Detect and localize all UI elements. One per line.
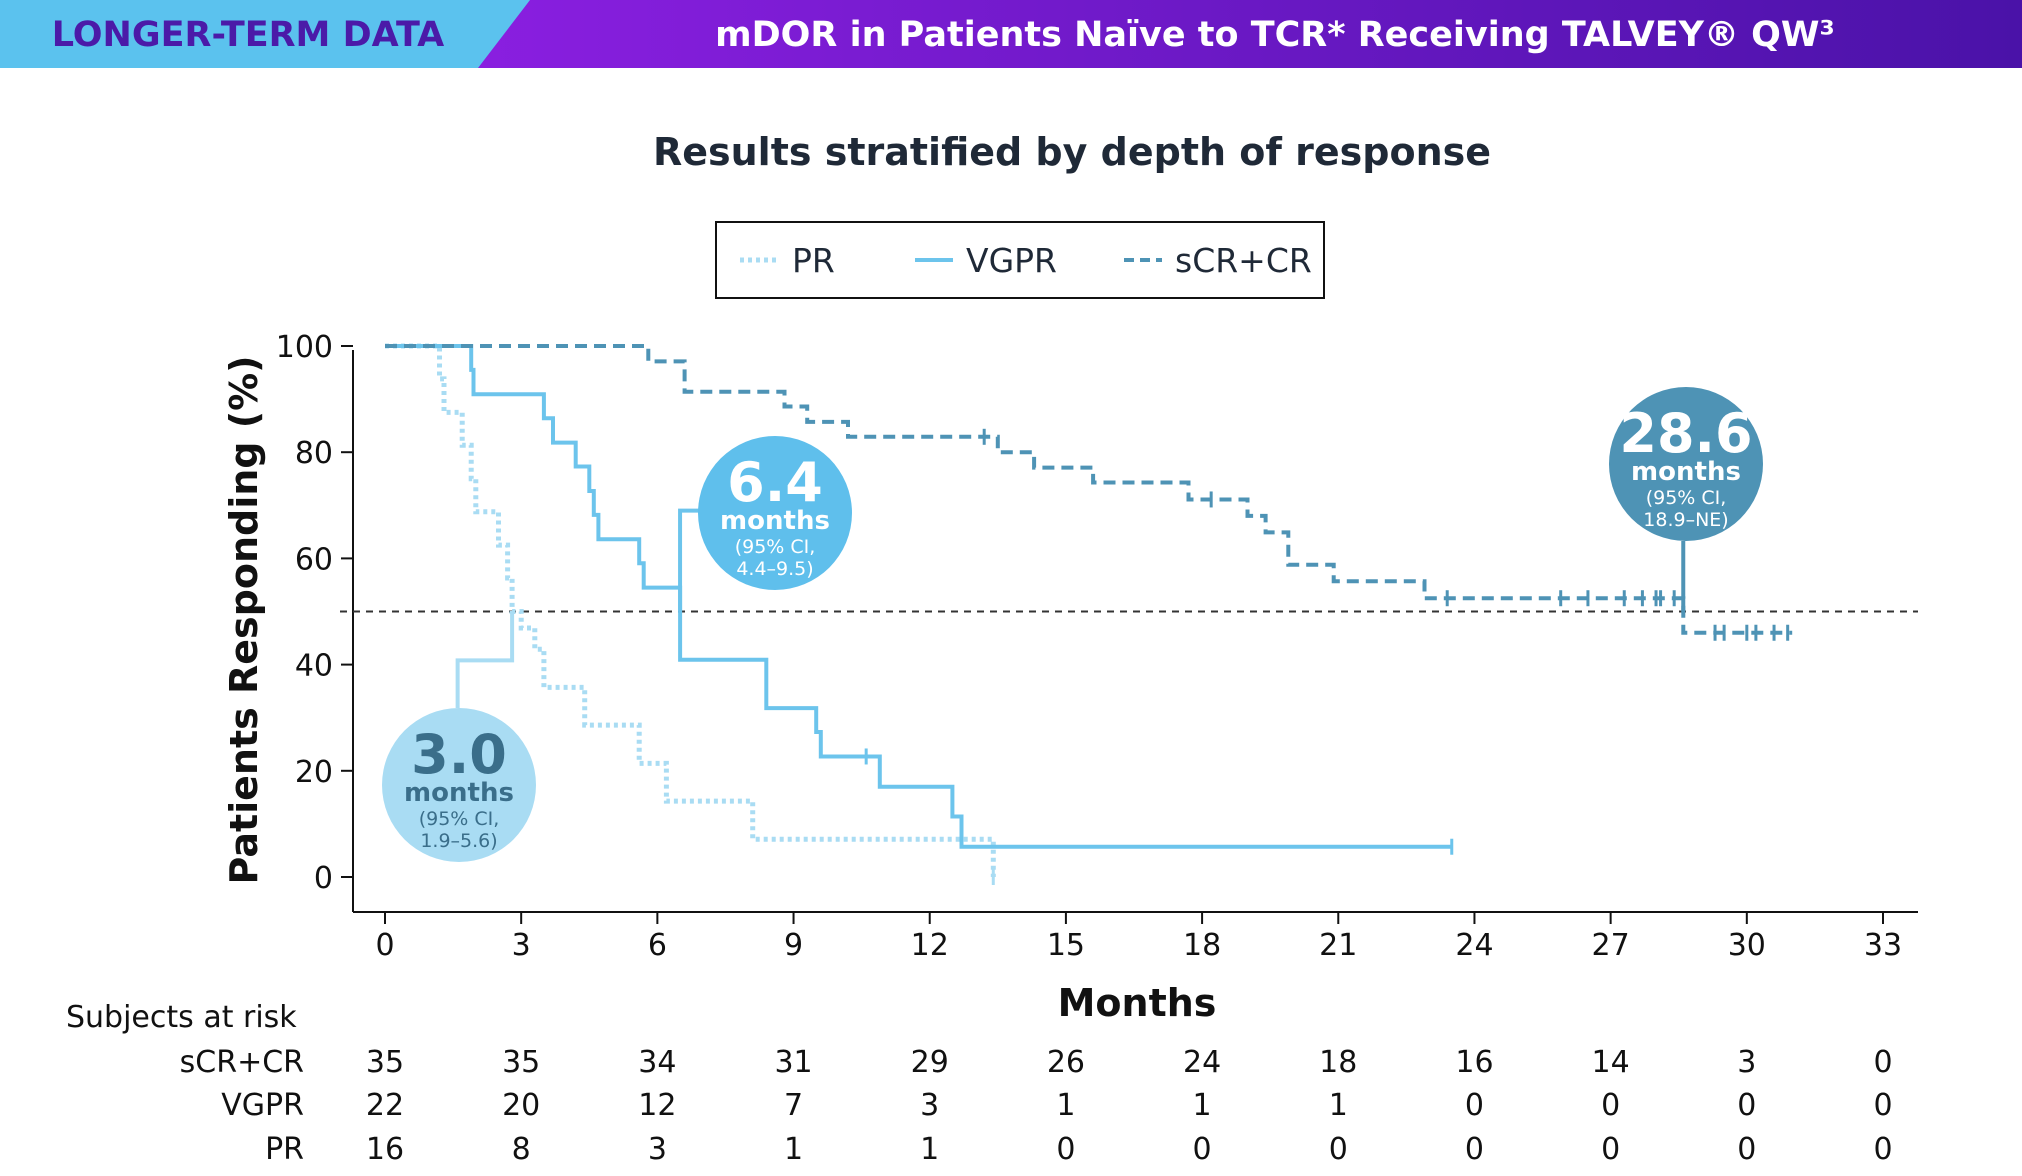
at-risk-count: 35 <box>502 1045 540 1080</box>
at-risk-count: 3 <box>920 1088 939 1123</box>
x-tick-label: 27 <box>1592 928 1630 963</box>
at-risk-count: 0 <box>1601 1088 1620 1123</box>
median-ci-line1: (95% CI, <box>419 808 500 830</box>
median-ci-line2: 4.4–9.5) <box>736 558 813 580</box>
at-risk-count: 16 <box>1455 1045 1493 1080</box>
banner-left-tab <box>0 0 530 68</box>
legend: PR VGPR sCR+CR <box>715 221 1325 299</box>
banner-left-label: LONGER-TERM DATA <box>52 15 445 55</box>
median-ci-line2: 1.9–5.6) <box>420 830 497 852</box>
curve-scr-cr <box>385 344 1793 635</box>
at-risk-row-label: VGPR <box>221 1088 304 1123</box>
x-tick-label: 21 <box>1319 928 1357 963</box>
at-risk-count: 0 <box>1329 1132 1348 1167</box>
curve-vgpr <box>385 344 1452 849</box>
y-tick-label: 100 <box>276 330 333 365</box>
banner-title: mDOR in Patients Naïve to TCR* Receiving… <box>715 15 1835 55</box>
x-axis-title: Months <box>1058 981 1217 1025</box>
at-risk-count: 26 <box>1047 1045 1085 1080</box>
median-connector-vgpr <box>678 508 702 612</box>
at-risk-count: 0 <box>1737 1088 1756 1123</box>
y-axis-ticks: 0 20 40 60 80 100 <box>276 330 353 896</box>
at-risk-count: 1 <box>1056 1088 1075 1123</box>
y-axis-title: Patients Responding (%) <box>222 355 266 884</box>
y-tick-label: 60 <box>295 542 333 577</box>
y-tick-label: 0 <box>314 861 333 896</box>
at-risk-count: 29 <box>911 1045 949 1080</box>
at-risk-count: 31 <box>774 1045 812 1080</box>
x-tick-label: 0 <box>375 928 394 963</box>
at-risk-count: 0 <box>1056 1132 1075 1167</box>
at-risk-count: 35 <box>366 1045 404 1080</box>
median-unit: months <box>720 506 830 536</box>
at-risk-count: 1 <box>920 1132 939 1167</box>
median-value: 3.0 <box>411 723 507 786</box>
x-tick-label: 24 <box>1455 928 1493 963</box>
header-banner: LONGER-TERM DATA mDOR in Patients Naïve … <box>0 0 2022 68</box>
at-risk-count: 1 <box>1193 1088 1212 1123</box>
x-tick-label: 12 <box>911 928 949 963</box>
at-risk-count: 1 <box>784 1132 803 1167</box>
median-bubble-pr <box>382 708 536 862</box>
at-risk-count: 0 <box>1873 1132 1892 1167</box>
banner-gradient-bg <box>470 0 2022 68</box>
at-risk-row-label: PR <box>265 1132 304 1167</box>
at-risk-heading: Subjects at risk <box>66 1000 297 1035</box>
x-tick-label: 30 <box>1728 928 1766 963</box>
median-unit: months <box>1631 457 1741 487</box>
x-tick-label: 15 <box>1047 928 1085 963</box>
at-risk-count: 0 <box>1465 1088 1484 1123</box>
median-ci-line1: (95% CI, <box>735 536 816 558</box>
x-tick-label: 3 <box>512 928 531 963</box>
legend-label-vgpr: VGPR <box>966 241 1057 280</box>
legend-label-scr: sCR+CR <box>1175 241 1312 280</box>
y-tick-label: 80 <box>295 436 333 471</box>
at-risk-count: 3 <box>648 1132 667 1167</box>
chart-subtitle: Results stratified by depth of response <box>653 130 1491 174</box>
at-risk-row-label: sCR+CR <box>180 1045 304 1080</box>
at-risk-count: 8 <box>512 1132 531 1167</box>
median-bubble-scr-cr <box>1609 387 1763 541</box>
at-risk-count: 0 <box>1737 1132 1756 1167</box>
median-unit: months <box>404 778 514 808</box>
at-risk-count: 0 <box>1601 1132 1620 1167</box>
at-risk-count: 22 <box>366 1088 404 1123</box>
legend-label-pr: PR <box>792 241 835 280</box>
at-risk-count: 7 <box>784 1088 803 1123</box>
at-risk-count: 16 <box>366 1132 404 1167</box>
median-ci-line1: (95% CI, <box>1646 487 1727 509</box>
at-risk-count: 18 <box>1319 1045 1357 1080</box>
median-value: 6.4 <box>727 451 823 514</box>
at-risk-count: 14 <box>1592 1045 1630 1080</box>
median-bubble-vgpr <box>698 436 852 590</box>
survival-curves <box>385 343 1793 885</box>
at-risk-count: 0 <box>1873 1088 1892 1123</box>
median-connector-pr <box>455 611 515 708</box>
at-risk-count: 1 <box>1329 1088 1348 1123</box>
x-tick-label: 9 <box>784 928 803 963</box>
at-risk-count: 0 <box>1193 1132 1212 1167</box>
y-tick-label: 20 <box>295 755 333 790</box>
at-risk-count: 0 <box>1873 1045 1892 1080</box>
x-tick-label: 33 <box>1864 928 1902 963</box>
at-risk-count: 20 <box>502 1088 540 1123</box>
x-tick-label: 6 <box>648 928 667 963</box>
x-axis-ticks: 0 3 6 9 12 15 18 21 24 27 30 33 <box>375 912 1902 963</box>
at-risk-count: 12 <box>638 1088 676 1123</box>
median-value: 28.6 <box>1619 402 1752 465</box>
median-ci-line2: 18.9–NE) <box>1643 509 1728 531</box>
at-risk-count: 24 <box>1183 1045 1221 1080</box>
x-tick-label: 18 <box>1183 928 1221 963</box>
at-risk-count: 0 <box>1465 1132 1484 1167</box>
y-tick-label: 40 <box>295 649 333 684</box>
legend-box <box>715 221 1325 299</box>
at-risk-count: 34 <box>638 1045 676 1080</box>
at-risk-count: 3 <box>1737 1045 1756 1080</box>
